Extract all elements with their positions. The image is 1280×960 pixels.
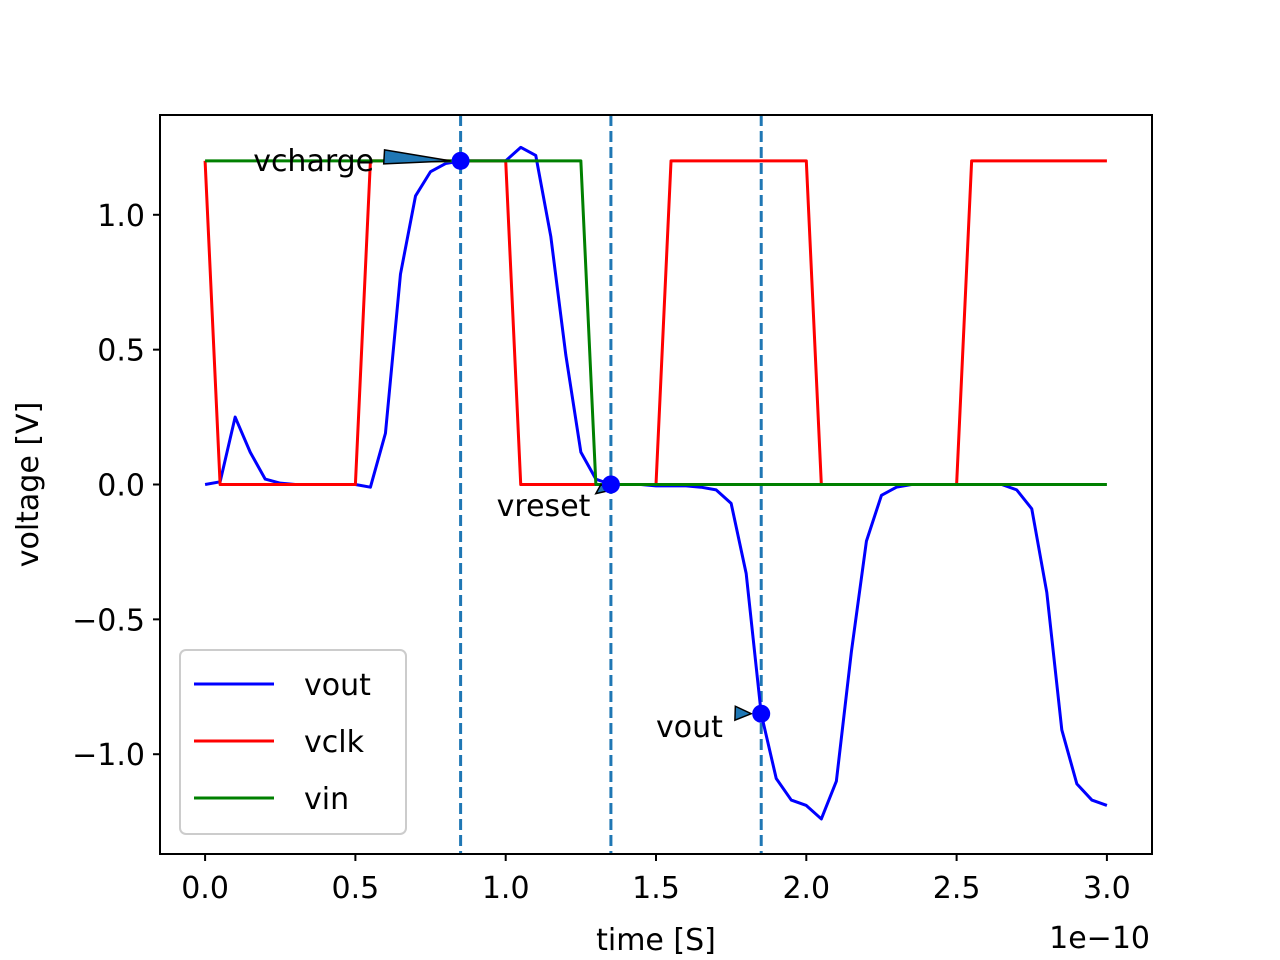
legend: vout vclk vin [179, 649, 407, 835]
y-tick-label: 0.5 [97, 334, 145, 369]
y-tick-label: 1.0 [97, 199, 145, 234]
plot-area: vcharge vreset vout [203, 115, 1108, 854]
x-tick-label: 1.0 [482, 871, 530, 906]
y-axis-label: voltage [V] [11, 402, 46, 568]
legend-box [179, 649, 407, 835]
y-tick-label: −0.5 [72, 603, 145, 638]
x-axis-label: time [S] [596, 923, 716, 958]
annotation-vcharge: vcharge [253, 144, 374, 179]
x-tick-label: 0.0 [181, 871, 229, 906]
point-marker [601, 475, 620, 494]
annotation-vout: vout [656, 710, 723, 745]
x-tick-label: 2.0 [782, 871, 830, 906]
x-tick-label: 3.0 [1083, 871, 1131, 906]
annotation-arrow-vcharge [382, 148, 451, 165]
legend-label-vout: vout [304, 668, 371, 703]
x-axis-offset-label: 1e−10 [1049, 921, 1150, 956]
legend-label-vin: vin [304, 782, 349, 817]
annotation-vreset: vreset [497, 489, 591, 524]
point-marker [451, 151, 470, 170]
point-marker [752, 704, 771, 723]
annotation-arrow-vout [734, 705, 754, 722]
x-tick-label: 2.5 [933, 871, 981, 906]
y-axis: −1.0 −0.5 0.0 0.5 1.0 [72, 199, 160, 773]
x-tick-label: 0.5 [332, 871, 380, 906]
y-tick-label: 0.0 [97, 469, 145, 504]
x-tick-label: 1.5 [632, 871, 680, 906]
legend-label-vclk: vclk [304, 725, 365, 760]
y-tick-label: −1.0 [72, 738, 145, 773]
x-axis: 0.0 0.5 1.0 1.5 2.0 2.5 3.0 [181, 854, 1131, 906]
